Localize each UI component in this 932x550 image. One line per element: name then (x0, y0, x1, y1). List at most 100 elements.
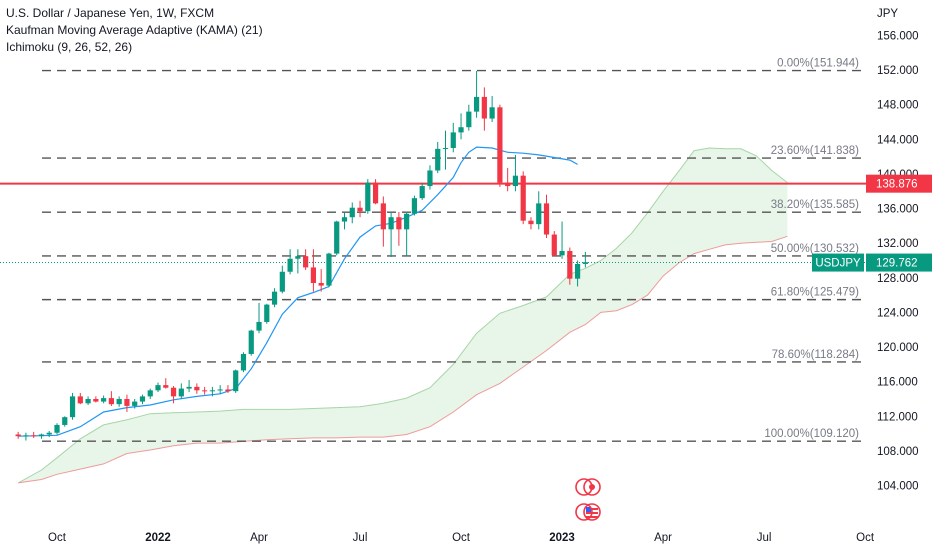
price-tick-label: 128.000 (877, 273, 919, 285)
kama-line (18, 146, 578, 437)
economic-event-icon[interactable] (575, 478, 601, 496)
candle-down (303, 249, 309, 271)
candle-body (264, 304, 270, 322)
candle-down (318, 269, 324, 292)
ichimoku-legend[interactable]: Ichimoku (9, 26, 52, 26) (6, 40, 133, 54)
candle-down (77, 392, 83, 405)
fib-level-label: 0.00%(151.944) (777, 58, 859, 70)
price-tick-label: 108.000 (877, 446, 919, 458)
candle-up (178, 383, 184, 399)
candle-up (574, 260, 581, 287)
symbol-title[interactable]: U.S. Dollar / Japanese Yen, 1W, FXCM (6, 6, 215, 20)
candle-down (225, 385, 231, 393)
candle-down (163, 378, 169, 389)
candle-body (303, 256, 309, 268)
candle-body (543, 203, 550, 235)
candle-body (334, 221, 340, 254)
candle-up (132, 398, 138, 409)
candle-body (279, 271, 285, 292)
candle-down (15, 431, 21, 439)
badge-bg (866, 174, 932, 193)
candle-down (505, 167, 511, 192)
currency-label: JPY (877, 8, 898, 20)
candle-up (411, 195, 418, 216)
candle-body (240, 353, 247, 371)
candle-up (248, 329, 254, 356)
candle-body (287, 258, 293, 272)
candle-up (442, 130, 449, 170)
event-icons[interactable] (575, 478, 601, 521)
candle-body (442, 147, 449, 149)
fibonacci-retracement[interactable]: 0.00%(151.944) 23.60%(141.838) 38.20%(135.… (42, 58, 862, 442)
candle-up (287, 249, 293, 275)
candle-body (256, 321, 262, 331)
candle-body (520, 175, 526, 221)
candle-body (155, 385, 161, 391)
candle-body (574, 263, 581, 279)
us-flag-icon[interactable] (575, 503, 601, 521)
candle-up (240, 352, 247, 373)
candles (15, 70, 588, 441)
candle-down (396, 212, 402, 246)
candle-down (31, 431, 37, 438)
candle-down (551, 231, 557, 257)
price-tick-label: 132.000 (877, 238, 919, 250)
candle-body (31, 435, 37, 437)
candle-down (497, 104, 503, 187)
candle-up (512, 154, 519, 192)
price-badge-value: 129.762 (876, 258, 918, 270)
price-tick-label: 112.000 (877, 411, 918, 423)
time-tick-label: Oct (48, 532, 67, 544)
candle-body (178, 388, 184, 397)
candle-up (419, 182, 425, 200)
price-tick-label: 136.000 (877, 204, 919, 216)
candle-up (256, 302, 262, 334)
fib-level-label: 23.60%(141.838) (771, 145, 859, 157)
candle-up (69, 392, 76, 420)
candle-body (481, 96, 487, 119)
candle-body (295, 256, 301, 259)
candle-down (202, 386, 208, 395)
candle-body (466, 111, 472, 128)
candle-up (365, 179, 371, 214)
time-tick-label: Apr (654, 532, 672, 544)
candle-body (147, 390, 153, 397)
time-tick-label: 2022 (145, 532, 171, 544)
candle-body (567, 250, 573, 279)
kama-legend[interactable]: Kaufman Moving Average Adaptive (KAMA) (… (6, 23, 263, 37)
price-tick-label: 104.000 (877, 481, 919, 493)
time-tick-label: Oct (452, 532, 471, 544)
candle-up (458, 113, 464, 140)
candle-up (62, 416, 68, 427)
candle-down (567, 247, 573, 285)
candle-body (489, 107, 495, 119)
candle-down (124, 394, 130, 412)
last-price-badge: USDJPY 129.762 (812, 253, 932, 272)
time-axis[interactable]: Oct 2022 Apr Jul Oct 2023 Apr Jul Oct (0, 524, 932, 550)
candle-body (54, 424, 60, 433)
candle-down (520, 171, 526, 225)
fib-level-label: 38.20%(135.585) (771, 199, 859, 211)
candle-body (77, 396, 83, 404)
candle-up (489, 96, 495, 123)
candle-up (101, 395, 107, 404)
candle-body (357, 207, 363, 212)
time-tick-label: Apr (250, 532, 268, 544)
candle-up (466, 104, 472, 131)
candle-body (582, 262, 588, 264)
candle-body (101, 398, 107, 402)
candle-body (163, 385, 169, 388)
kama-series (18, 146, 578, 437)
symbol-badge-bg (812, 253, 864, 272)
ichimoku-cloud (17, 147, 788, 484)
candle-up (147, 388, 153, 399)
candle-up (271, 288, 278, 308)
candle-up (295, 249, 301, 274)
candle-body (435, 148, 441, 171)
candle-body (217, 389, 223, 391)
candle-up (38, 433, 45, 439)
candle-up (473, 70, 480, 118)
candle-body (194, 386, 200, 391)
price-tick-label: 148.000 (877, 100, 919, 112)
